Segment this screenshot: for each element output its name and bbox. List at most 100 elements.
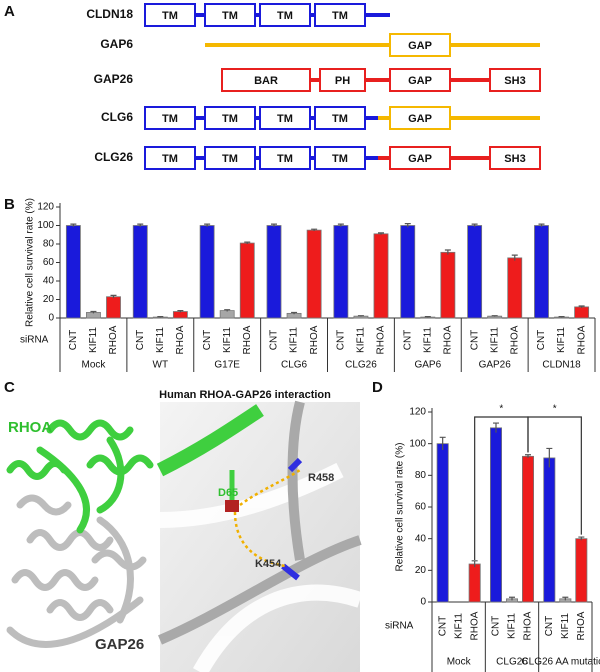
- domain-box: [221, 68, 311, 92]
- domain-label: TM: [332, 153, 348, 165]
- error-bar: [439, 436, 446, 450]
- domain-box: [204, 106, 256, 130]
- protein-name: CLG6: [101, 110, 133, 124]
- series-label: KIF11: [88, 327, 99, 353]
- series-label: CNT: [491, 616, 502, 637]
- error-bar: [291, 311, 298, 315]
- error-bar: [493, 422, 499, 433]
- error-bar: [90, 310, 97, 314]
- bar: [306, 229, 322, 319]
- domain-label: TM: [222, 153, 238, 165]
- x-axis-label: siRNA: [20, 335, 49, 346]
- structure-title: Human RHOA-GAP26 interaction: [159, 389, 331, 401]
- bar: [373, 233, 389, 319]
- y-axis-label: Relative cell survival rate (%): [25, 198, 36, 327]
- domain-box: [489, 146, 541, 170]
- domain-label: TM: [277, 113, 293, 125]
- significance-bracket: [527, 416, 582, 535]
- domain-label: GAP: [408, 153, 432, 165]
- series-label: RHOA: [242, 325, 253, 354]
- category-label: Mock: [81, 360, 106, 371]
- series-label: RHOA: [443, 325, 454, 354]
- error-bar: [546, 447, 553, 468]
- structure-label: RHOA: [8, 419, 52, 436]
- protein-name: GAP26: [94, 72, 134, 86]
- series-label: CNT: [336, 330, 347, 351]
- bar: [436, 443, 449, 603]
- series-label: RHOA: [509, 325, 520, 354]
- category-label: CLG26 AA mutation: [521, 657, 600, 668]
- error-bar: [578, 536, 585, 541]
- series-label: CNT: [544, 616, 555, 637]
- error-bar: [578, 305, 585, 308]
- category-label: CLG6: [281, 360, 308, 371]
- y-tick-label: 80: [43, 239, 55, 250]
- error-bar: [70, 223, 77, 227]
- error-bar: [424, 316, 431, 318]
- domain-label: GAP: [408, 75, 432, 87]
- bar: [507, 257, 523, 319]
- bar: [400, 225, 416, 319]
- domain-label: GAP: [408, 113, 432, 125]
- domain-box: [144, 3, 196, 27]
- series-label: KIF11: [222, 327, 233, 353]
- domain-label: GAP: [408, 40, 432, 52]
- series-label: RHOA: [523, 611, 534, 640]
- x-axis-label: siRNA: [385, 621, 414, 632]
- error-bar: [444, 249, 451, 255]
- series-label: KIF11: [489, 327, 500, 353]
- domain-box: [259, 106, 311, 130]
- bar: [522, 455, 535, 603]
- bar: [440, 251, 456, 319]
- bar: [575, 538, 588, 603]
- series-label: KIF11: [560, 613, 571, 639]
- bar: [489, 427, 502, 603]
- category-label: GAP26: [479, 360, 512, 371]
- error-bar: [471, 560, 478, 568]
- error-bar: [271, 223, 277, 227]
- series-label: RHOA: [108, 325, 119, 354]
- protein-name: CLDN18: [86, 7, 133, 21]
- error-bar: [378, 232, 384, 235]
- domain-box: [314, 146, 366, 170]
- structure-left: [6, 419, 154, 648]
- domain-label: TM: [162, 113, 178, 125]
- series-label: KIF11: [453, 613, 464, 639]
- y-tick-label: 60: [415, 502, 427, 513]
- domain-box: [389, 146, 451, 170]
- domain-box: [489, 68, 541, 92]
- structure-label: D65: [218, 487, 238, 499]
- domain-box: [259, 3, 311, 27]
- series-label: CNT: [402, 330, 413, 351]
- series-label: CNT: [135, 330, 146, 351]
- y-axis-label: Relative cell survival rate (%): [395, 443, 406, 572]
- bar: [199, 225, 215, 319]
- domain-box: [389, 68, 451, 92]
- error-bar: [137, 223, 144, 227]
- series-label: CNT: [269, 330, 280, 351]
- category-label: CLG26: [345, 360, 377, 371]
- error-bar: [538, 223, 545, 227]
- bar: [543, 457, 556, 603]
- series-label: CNT: [68, 330, 79, 351]
- domain-label: TM: [277, 153, 293, 165]
- y-tick-label: 20: [43, 294, 55, 305]
- structure-label: GAP26: [95, 636, 144, 653]
- structure-zoom: [156, 400, 363, 672]
- bar: [468, 563, 481, 603]
- category-label: Mock: [447, 657, 472, 668]
- domain-box: [204, 3, 256, 27]
- domain-label: TM: [162, 10, 178, 22]
- series-label: KIF11: [289, 327, 300, 353]
- series-label: KIF11: [556, 327, 567, 353]
- error-bar: [471, 223, 478, 227]
- error-bar: [357, 315, 364, 317]
- category-label: G17E: [214, 360, 240, 371]
- domain-label: TM: [332, 10, 348, 22]
- error-bar: [511, 254, 518, 261]
- series-label: RHOA: [576, 611, 587, 640]
- domain-box: [389, 106, 451, 130]
- bar: [106, 296, 121, 319]
- y-tick-label: 80: [415, 470, 427, 481]
